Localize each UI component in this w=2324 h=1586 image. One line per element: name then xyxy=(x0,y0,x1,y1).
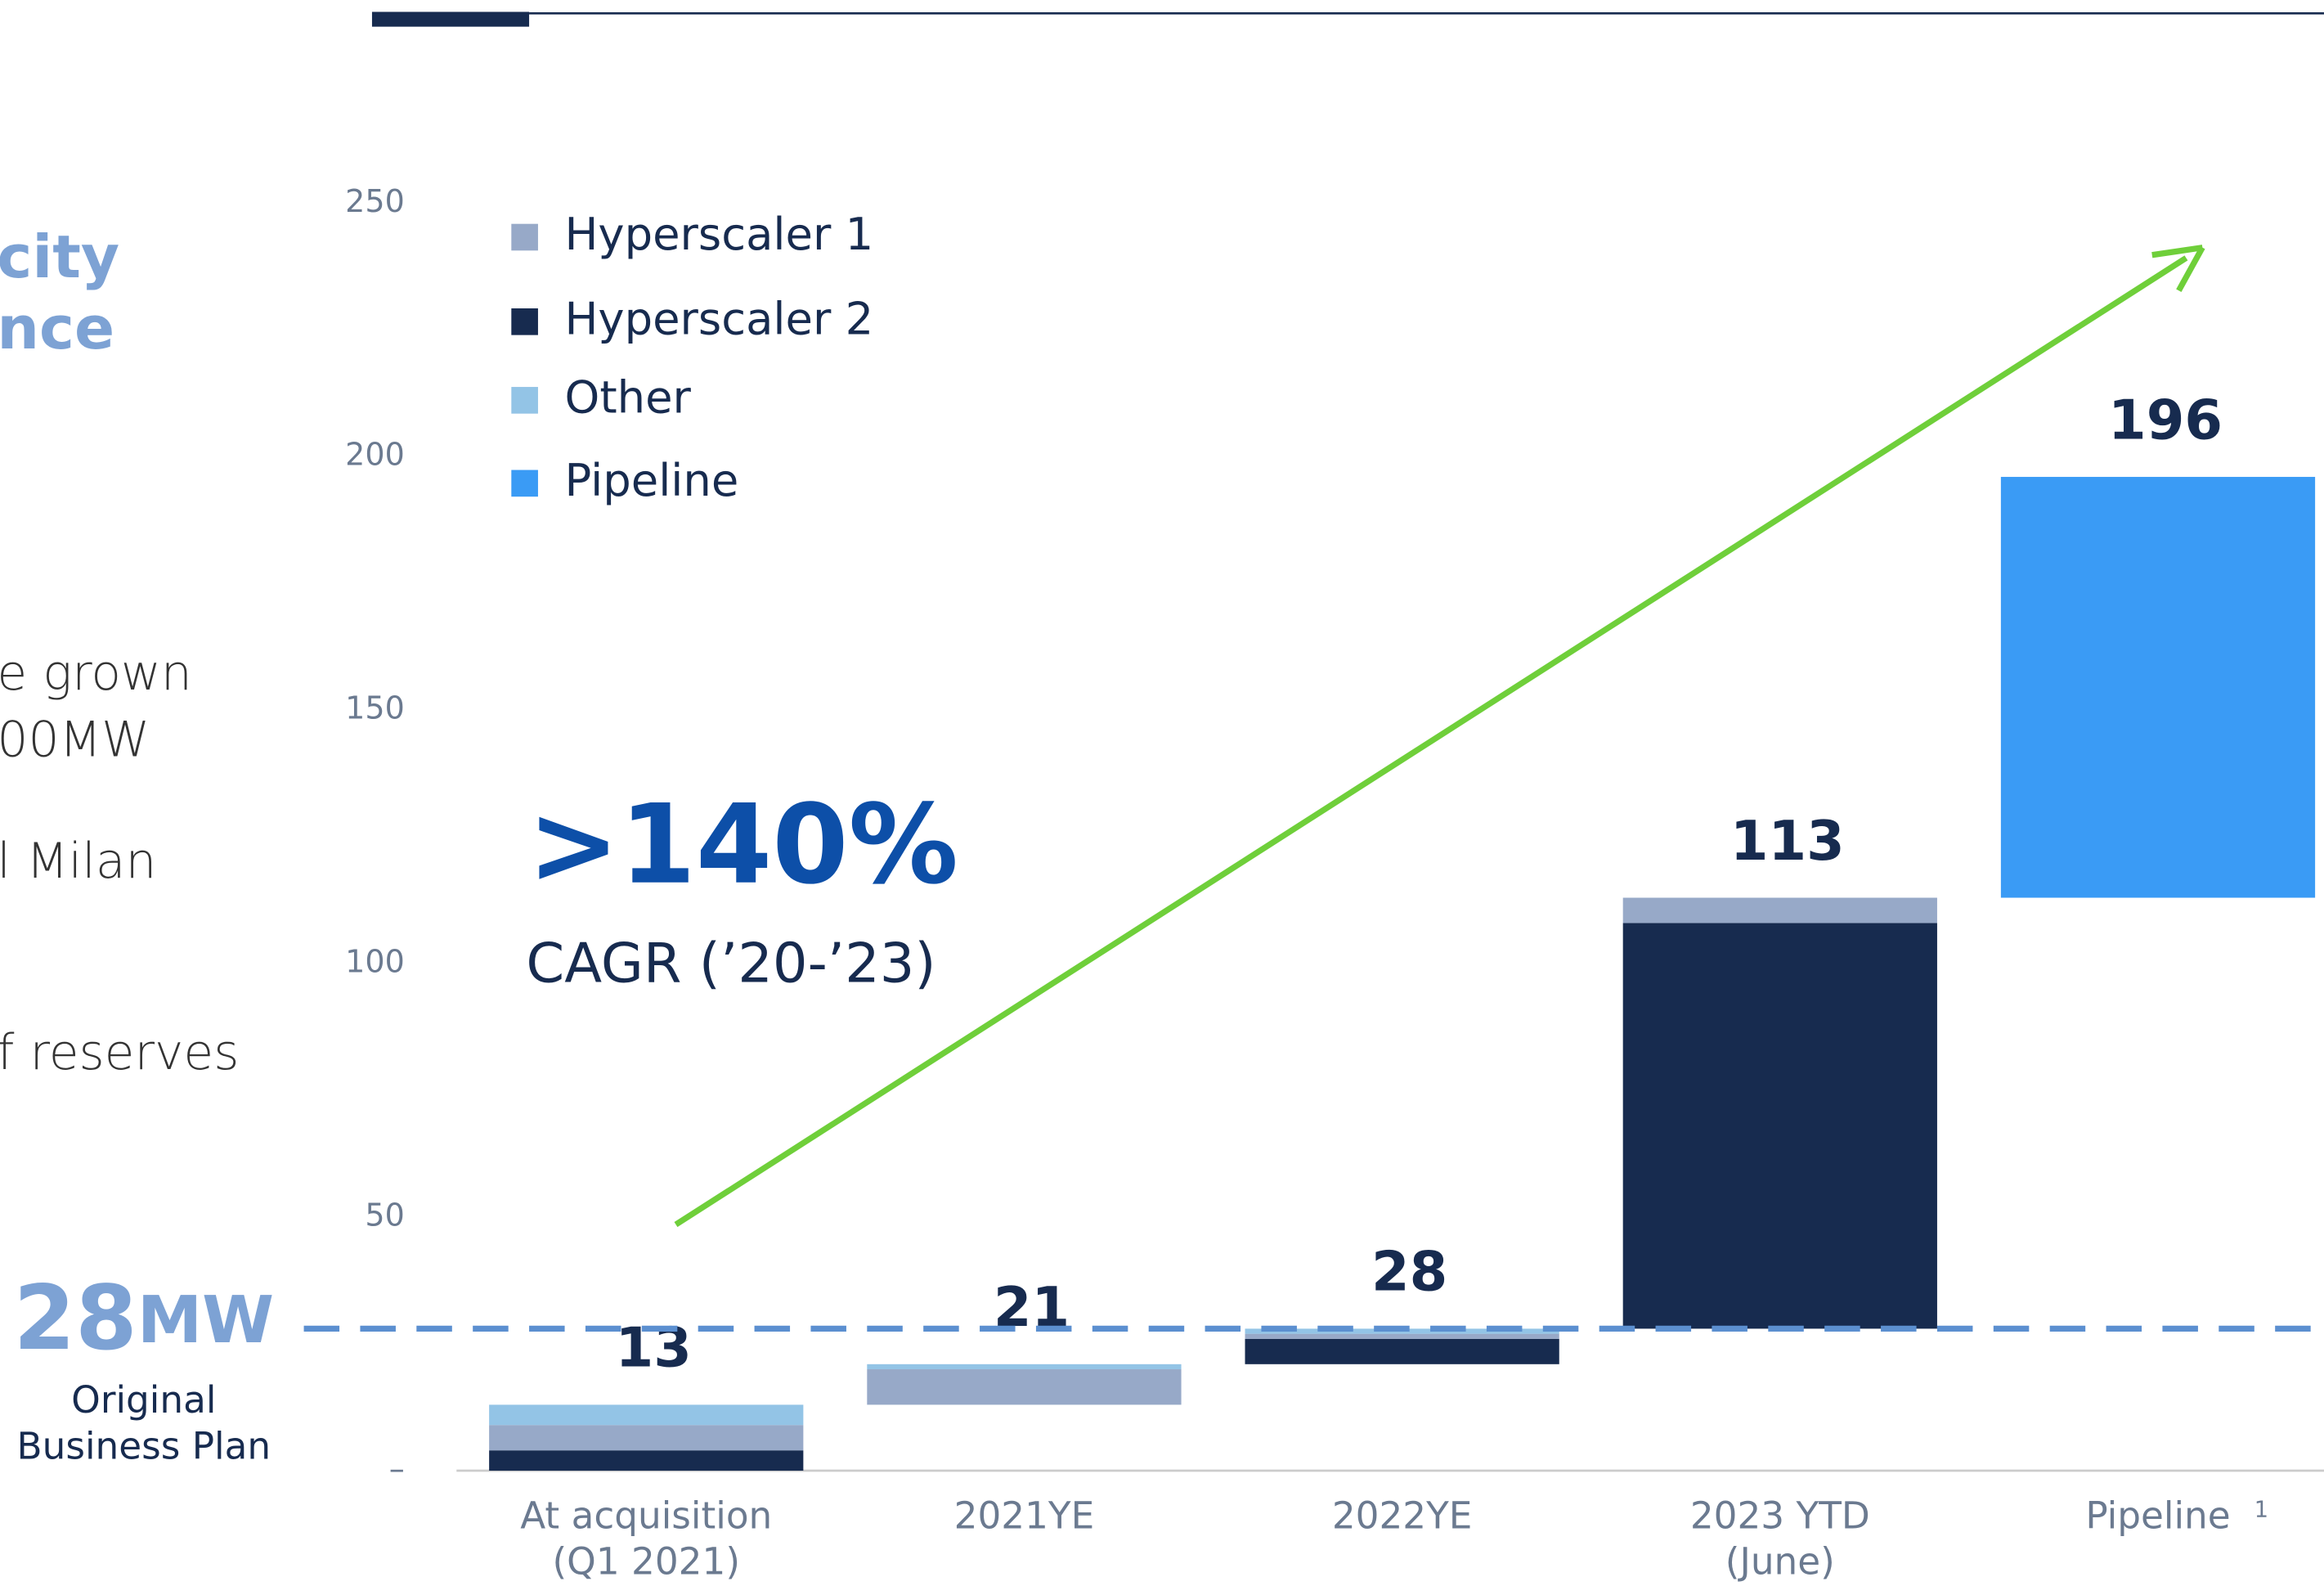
side-heading: city xyxy=(0,223,119,292)
legend-label: Hyperscaler 1 xyxy=(565,209,874,260)
reference-number: 28 xyxy=(14,1266,137,1370)
side-text: e grown xyxy=(0,645,192,702)
reference-unit: MW xyxy=(137,1282,274,1358)
x-tick-label: (June) xyxy=(1725,1540,1835,1584)
total-label: 196 xyxy=(2108,388,2223,452)
header-accent xyxy=(371,11,530,27)
x-tick-label: (Q1 2021) xyxy=(553,1540,741,1584)
footnote-marker: 1 xyxy=(2254,1497,2268,1522)
bar-segment xyxy=(1245,1333,1559,1339)
x-tick-label: 2021YE xyxy=(954,1494,1095,1537)
x-tick-label: 2022YE xyxy=(1332,1494,1473,1537)
legend-swatch xyxy=(511,308,538,335)
annotation-headline: >140% xyxy=(527,781,958,909)
growth-arrow-head xyxy=(2151,245,2205,292)
y-tick-label: 150 xyxy=(345,690,405,726)
side-heading: nce xyxy=(0,294,114,363)
bar-segment xyxy=(867,1364,1182,1370)
growth-arrow xyxy=(674,255,2188,1228)
legend-swatch xyxy=(511,470,538,497)
side-text: 00MW xyxy=(0,712,150,769)
reference-value: 28MW xyxy=(14,1266,275,1370)
bar-segment xyxy=(1622,897,1937,923)
legend-label: Other xyxy=(565,372,692,424)
side-text: l Milan xyxy=(0,833,156,890)
bar-segment xyxy=(489,1450,804,1471)
legend-label: Pipeline xyxy=(565,455,739,506)
legend-swatch xyxy=(511,223,538,251)
reference-label: Original xyxy=(71,1378,216,1422)
y-tick-label: 50 xyxy=(365,1197,404,1233)
x-tick-label: At acquisition xyxy=(520,1494,772,1537)
x-tick-label: Pipeline xyxy=(2085,1494,2230,1537)
annotation-text: CAGR (’20-’23) xyxy=(526,931,935,995)
total-label: 113 xyxy=(1730,809,1845,873)
reference-label: Business Plan xyxy=(17,1424,271,1467)
legend-label: Hyperscaler 2 xyxy=(565,293,874,344)
bar-segment xyxy=(489,1425,804,1451)
bar-segment xyxy=(1245,1338,1559,1364)
y-tick-label: 100 xyxy=(345,944,405,980)
total-label: 13 xyxy=(616,1316,692,1380)
y-tick-label: – xyxy=(389,1450,405,1486)
bar-segment xyxy=(1622,923,1937,1329)
y-tick-label: 200 xyxy=(345,437,405,473)
x-tick-label: 2023 YTD xyxy=(1690,1494,1870,1537)
y-tick-label: 250 xyxy=(345,183,405,219)
bar-segment xyxy=(489,1404,804,1426)
bar-segment xyxy=(867,1369,1182,1405)
bar-segment xyxy=(2000,477,2316,898)
total-label: 28 xyxy=(1371,1240,1447,1304)
side-text: f reserves xyxy=(0,1024,239,1081)
legend-swatch xyxy=(511,387,538,414)
